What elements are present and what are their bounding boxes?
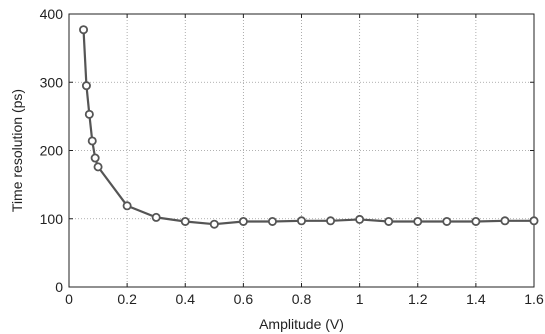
x-tick-label: 0.8	[292, 291, 312, 307]
data-point	[122, 201, 132, 211]
grid	[69, 14, 534, 287]
data-point	[442, 216, 452, 226]
data-point	[529, 216, 539, 226]
data-point	[296, 216, 306, 226]
series-line	[82, 29, 534, 226]
data-point	[500, 216, 510, 226]
x-tick-label: 0	[65, 291, 73, 307]
data-point	[151, 212, 161, 222]
x-tick-label: 0.2	[117, 291, 137, 307]
y-tick-label: 200	[40, 143, 64, 159]
series-group	[79, 25, 539, 229]
y-tick-label: 400	[40, 6, 64, 22]
y-axis-label: Time resolution (ps)	[9, 89, 25, 212]
data-point	[209, 219, 219, 229]
x-axis-label: Amplitude (V)	[259, 316, 344, 332]
data-point	[79, 25, 89, 35]
x-tick-label: 0.6	[234, 291, 254, 307]
series	[79, 25, 539, 229]
x-tick-label: 0.4	[176, 291, 196, 307]
y-tick-label: 0	[55, 279, 63, 295]
data-point	[267, 216, 277, 226]
data-point	[84, 109, 94, 119]
data-point	[413, 216, 423, 226]
y-tick-label: 100	[40, 211, 64, 227]
data-point	[355, 214, 365, 224]
data-point	[471, 216, 481, 226]
axis-ticks: 0 0.2 0.4 0.6 0.8 1 1.2 1.4 1.6 0 100 200 300 400	[40, 6, 544, 307]
x-tick-label: 1.6	[524, 291, 544, 307]
data-point	[326, 216, 336, 226]
x-tick-label: 1	[356, 291, 364, 307]
x-tick-label: 1.2	[408, 291, 428, 307]
x-tick-label: 1.4	[466, 291, 486, 307]
data-point	[81, 81, 91, 91]
data-point	[90, 153, 100, 163]
data-point	[238, 216, 248, 226]
y-tick-label: 300	[40, 74, 64, 90]
data-point	[93, 162, 103, 172]
data-point	[384, 216, 394, 226]
data-point	[87, 136, 97, 146]
data-point	[180, 216, 190, 226]
